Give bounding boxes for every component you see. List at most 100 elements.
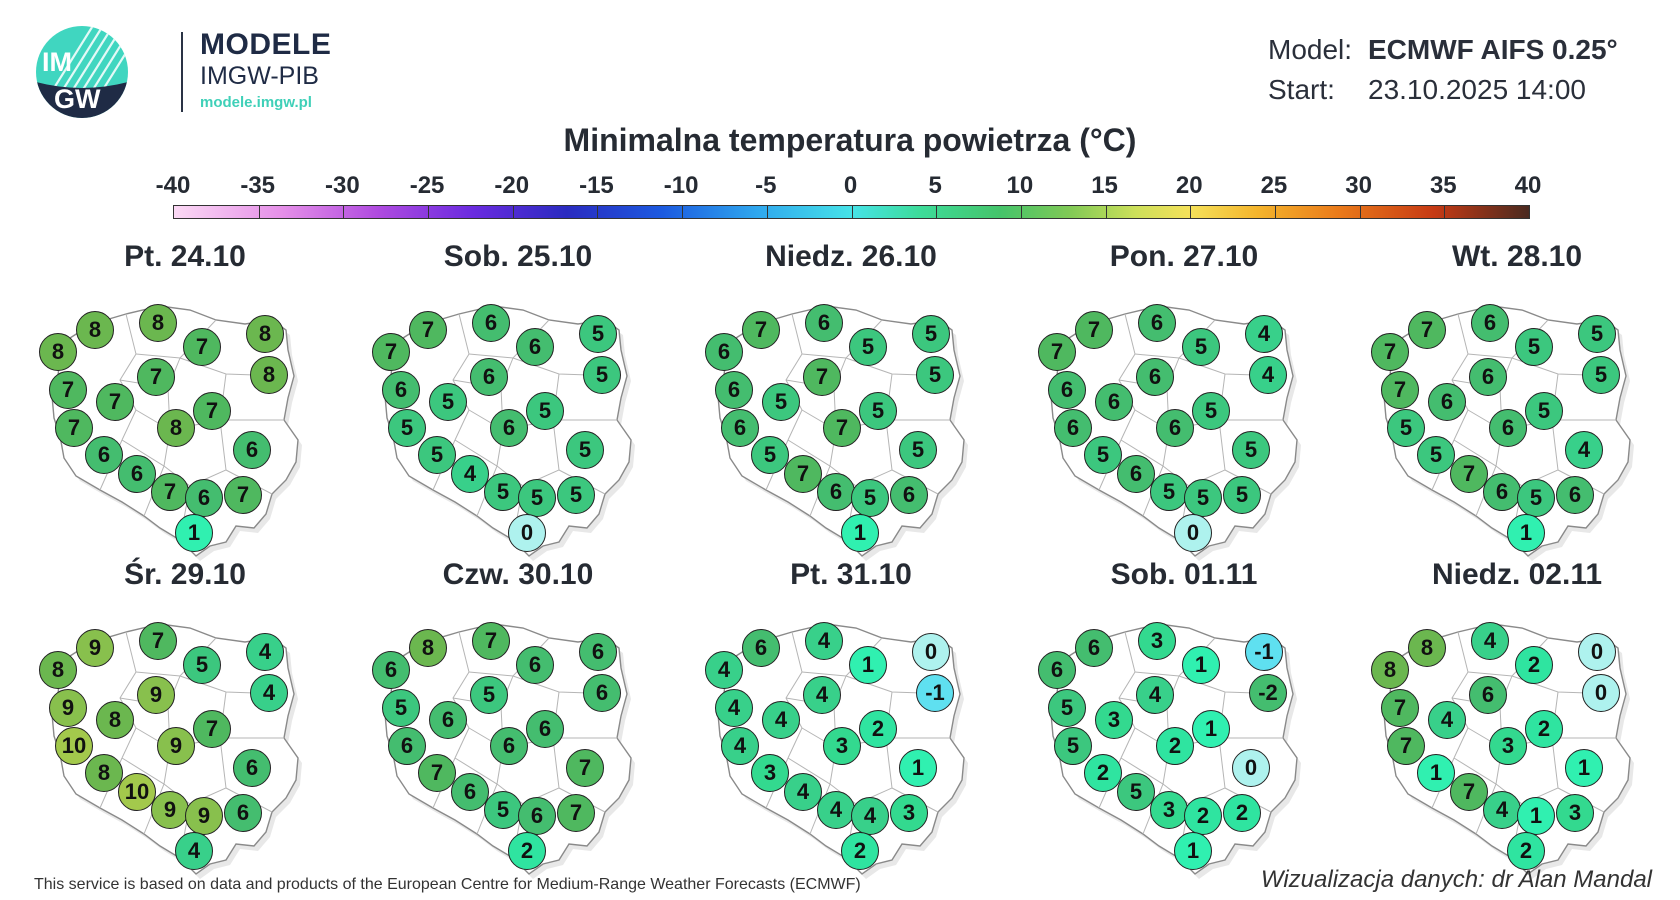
temperature-marker: 1	[1507, 514, 1545, 552]
legend-tick-label: -40	[156, 172, 191, 200]
temperature-marker: 7	[1381, 371, 1419, 409]
temperature-marker: 7	[55, 409, 93, 447]
temperature-marker: 6	[1095, 383, 1133, 421]
temperature-marker: 6	[382, 371, 420, 409]
panel-date: Pt. 24.10	[40, 240, 330, 274]
brand-org: IMGW-PIB	[200, 62, 319, 91]
temperature-marker: 0	[508, 514, 546, 552]
temperature-marker: 2	[1507, 832, 1545, 870]
temperature-marker: 2	[859, 710, 897, 748]
temperature-marker: 8	[1408, 629, 1446, 667]
legend-tick-label: -30	[325, 172, 360, 200]
temperature-marker: 6	[1075, 629, 1113, 667]
legend-tick	[1275, 205, 1276, 218]
brand-name: MODELE	[200, 28, 331, 62]
brand-url[interactable]: modele.imgw.pl	[200, 94, 312, 111]
temperature-marker: 4	[851, 797, 889, 835]
temperature-marker: 5	[418, 436, 456, 474]
temperature-marker: 6	[1471, 304, 1509, 342]
temperature-marker: 8	[139, 304, 177, 342]
temperature-marker: 7	[193, 392, 231, 430]
panel-date: Pt. 31.10	[706, 558, 996, 592]
map-panel: Pon. 27.10 7 7 6 5 4 4 6 6 6 5 6 6 5 5 6 5 5 5 0	[1039, 240, 1329, 540]
temperature-marker: 5	[579, 315, 617, 353]
temperature-marker: 5	[851, 479, 889, 517]
temperature-marker: 3	[1138, 622, 1176, 660]
temperature-marker: 2	[1525, 710, 1563, 748]
legend-tick	[428, 205, 429, 218]
temperature-marker: 0	[1174, 514, 1212, 552]
temperature-marker: 0	[1232, 749, 1270, 787]
temperature-marker: 6	[1556, 476, 1594, 514]
temperature-marker: 2	[1223, 794, 1261, 832]
map-panel: Śr. 29.10 8 9 7 5 4 4 9 8 9 7 10 9 8 6 10 9 9 6 4	[40, 558, 330, 858]
temperature-marker: 3	[1489, 727, 1527, 765]
temperature-marker: 8	[157, 409, 195, 447]
temperature-marker: 7	[823, 409, 861, 447]
map-panel: Sob. 25.10 7 7 6 6 5 5 6 5 6 5 5 6 5 5 4 5 5 5 0	[373, 240, 663, 540]
temperature-marker: 6	[890, 476, 928, 514]
temperature-marker: 4	[250, 674, 288, 712]
map-panel: Niedz. 26.10 6 7 6 5 5 5 6 5 7 5 6 7 5 5 7 6 5 6 1	[706, 240, 996, 540]
legend-tick	[259, 205, 260, 218]
map-panel: Czw. 30.10 6 8 7 6 6 6 5 6 5 6 6 6 7 7 6 5 6 7 2	[373, 558, 663, 858]
legend-tick	[1190, 205, 1191, 218]
footer-author: Wizualizacja danych: dr Alan Mandal	[1261, 866, 1652, 894]
temperature-marker: 4	[1136, 676, 1174, 714]
temperature-marker: 6	[118, 455, 156, 493]
legend-labels: -40 -35 -30 -25 -20 -15 -10 -5 0 5 10 15 20 25 30 35 40	[162, 172, 1532, 202]
temperature-marker: 5	[859, 392, 897, 430]
temperature-marker: 1	[1192, 710, 1230, 748]
temperature-marker: 8	[250, 356, 288, 394]
temperature-marker: 4	[762, 701, 800, 739]
temperature-marker: 4	[1428, 701, 1466, 739]
temperature-marker: 7	[1408, 311, 1446, 349]
temperature-marker: 7	[472, 622, 510, 660]
temperature-marker: 6	[490, 409, 528, 447]
temperature-marker: 10	[55, 727, 93, 765]
footer-credit: This service is based on data and produc…	[34, 876, 861, 894]
legend-tick	[597, 205, 598, 218]
temperature-marker: 1	[175, 514, 213, 552]
temperature-marker: 5	[912, 315, 950, 353]
temperature-marker: 7	[96, 383, 134, 421]
temperature-marker: 3	[1095, 701, 1133, 739]
temperature-marker: 6	[1038, 651, 1076, 689]
temperature-marker: 2	[1515, 646, 1553, 684]
imgw-logo-icon: IM GW	[34, 24, 130, 120]
temperature-marker: -1	[916, 674, 954, 712]
logo-divider	[181, 32, 183, 112]
temperature-marker: 4	[784, 773, 822, 811]
legend-tick-label: 25	[1261, 172, 1288, 200]
temperature-marker: 7	[183, 328, 221, 366]
temperature-marker: 8	[76, 311, 114, 349]
panel-date: Pon. 27.10	[1039, 240, 1329, 274]
temperature-marker: 0	[912, 633, 950, 671]
temperature-marker: 3	[1150, 791, 1188, 829]
temperature-marker: 7	[1387, 727, 1425, 765]
legend-tick-label: 40	[1515, 172, 1542, 200]
temperature-marker: 4	[715, 689, 753, 727]
temperature-marker: 5	[1515, 328, 1553, 366]
temperature-marker: 6	[1489, 409, 1527, 447]
temperature-marker: 3	[890, 794, 928, 832]
temperature-marker: 5	[1084, 436, 1122, 474]
temperature-marker: 6	[1469, 358, 1507, 396]
temperature-marker: 9	[49, 689, 87, 727]
map-panel: Niedz. 02.11 8 8 4 2 0 0 7 4 6 2 7 3 1 1 7 4 1 3 2	[1372, 558, 1662, 858]
temperature-marker: 4	[803, 676, 841, 714]
legend-tick	[936, 205, 937, 218]
logo-top-text: IM	[42, 47, 72, 77]
temperature-marker: 6	[583, 674, 621, 712]
panel-date: Niedz. 26.10	[706, 240, 996, 274]
temperature-marker: 7	[742, 311, 780, 349]
panel-date: Wt. 28.10	[1372, 240, 1662, 274]
temperature-marker: 7	[1450, 455, 1488, 493]
temperature-marker: 8	[1371, 651, 1409, 689]
model-label: Model:	[1268, 30, 1368, 70]
legend-tick-label: -15	[579, 172, 614, 200]
temperature-marker: 7	[372, 333, 410, 371]
legend-tick	[767, 205, 768, 218]
panel-date: Sob. 01.11	[1039, 558, 1329, 592]
temperature-marker: 5	[1517, 479, 1555, 517]
